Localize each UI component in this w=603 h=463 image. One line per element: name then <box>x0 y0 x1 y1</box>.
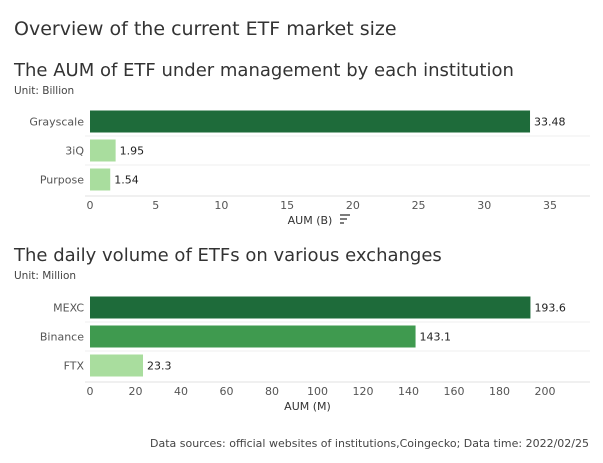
x-tick-label: 80 <box>265 385 279 398</box>
aum-chart-title: The AUM of ETF under management by each … <box>14 60 514 81</box>
x-tick-label: 40 <box>174 385 188 398</box>
value-label-binance: 143.1 <box>420 331 452 344</box>
x-tick-label: 20 <box>346 199 360 212</box>
x-tick-label: 100 <box>307 385 328 398</box>
volume-bar-chart: MEXC 193.6 Binance 143.1 FTX 23.3 0 20 40 60 80 100… <box>40 296 590 413</box>
page-title: Overview of the current ETF market size <box>14 18 397 40</box>
aum-chart-unit: Unit: Billion <box>14 85 75 97</box>
x-tick-label: 35 <box>543 199 557 212</box>
x-axis-title: AUM (M) <box>284 400 331 413</box>
bar-purpose[interactable] <box>90 168 111 191</box>
category-label-ftx: FTX <box>64 360 85 373</box>
x-tick-label: 60 <box>220 385 234 398</box>
x-tick-label: 0 <box>87 199 94 212</box>
category-label-purpose: Purpose <box>40 174 84 187</box>
aum-bar-chart: Grayscale 33.48 3iQ 1.95 Purpose 1.54 0 5 10 15 20… <box>29 110 590 227</box>
x-tick-label: 180 <box>489 385 510 398</box>
x-tick-label: 25 <box>412 199 426 212</box>
x-tick-label: 160 <box>444 385 465 398</box>
category-label-3iq: 3iQ <box>65 145 84 158</box>
bar-mexc[interactable] <box>90 296 531 319</box>
volume-chart-title: The daily volume of ETFs on various exch… <box>14 245 442 266</box>
category-label-grayscale: Grayscale <box>29 116 84 129</box>
sort-descending-icon[interactable] <box>340 214 350 224</box>
value-label-ftx: 23.3 <box>147 360 172 373</box>
x-tick-label: 5 <box>152 199 159 212</box>
value-label-purpose: 1.54 <box>114 174 138 187</box>
x-tick-label: 20 <box>129 385 143 398</box>
volume-chart-unit: Unit: Million <box>14 270 77 282</box>
x-axis-title: AUM (B) <box>288 214 333 227</box>
x-tick-label: 140 <box>398 385 419 398</box>
x-tick-label: 30 <box>477 199 491 212</box>
value-label-grayscale: 33.48 <box>534 116 566 129</box>
x-tick-label: 120 <box>353 385 374 398</box>
x-tick-label: 200 <box>535 385 556 398</box>
bar-ftx[interactable] <box>90 354 144 377</box>
category-label-binance: Binance <box>40 331 84 344</box>
bar-binance[interactable] <box>90 325 416 348</box>
value-label-3iq: 1.95 <box>120 145 145 158</box>
value-label-mexc: 193.6 <box>534 302 566 315</box>
data-source-footer: Data sources: official websites of insti… <box>149 437 589 450</box>
x-tick-label: 15 <box>280 199 294 212</box>
category-label-mexc: MEXC <box>53 302 84 315</box>
bar-grayscale[interactable] <box>90 110 531 133</box>
x-tick-label: 0 <box>87 385 94 398</box>
x-tick-label: 10 <box>214 199 228 212</box>
bar-3iq[interactable] <box>90 139 116 162</box>
